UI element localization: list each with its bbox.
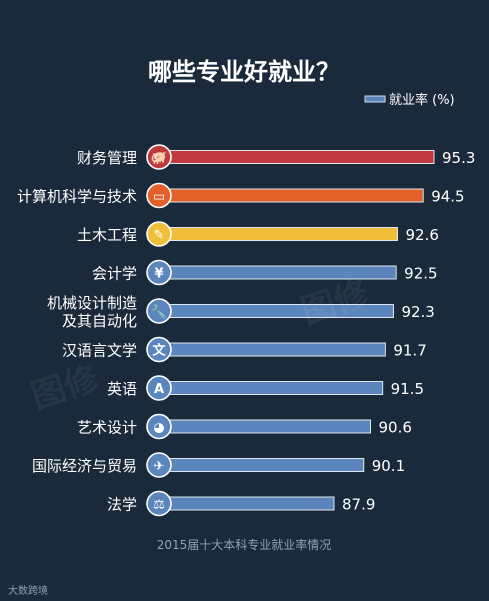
data-label: 91.7 (393, 342, 426, 360)
category-label: 英语 (107, 380, 137, 398)
data-label: 94.5 (431, 188, 464, 206)
bar (161, 188, 424, 203)
scale-icon (146, 490, 172, 517)
wrench-icon-glyph: 🔧 (151, 303, 167, 320)
data-label: 90.6 (378, 419, 411, 437)
data-label: 91.5 (391, 380, 424, 398)
chart-caption: 2015届十大本科专业就业率情况 (157, 537, 332, 552)
data-label: 95.3 (442, 149, 475, 167)
bar (161, 227, 399, 241)
legend: 就业率 (%) (364, 92, 455, 108)
bar (161, 458, 365, 472)
monitor-icon (146, 182, 172, 209)
legend-swatch (364, 95, 386, 103)
piggy-bank-icon (146, 144, 172, 170)
chart-title: 哪些专业好就业？ (148, 58, 340, 86)
bar (161, 381, 384, 395)
palette-icon (146, 413, 172, 440)
category-label: 机械设计制造 (47, 294, 137, 312)
category-label: 会计学 (92, 265, 137, 283)
letter-a-icon (146, 375, 172, 401)
bars: 🐖 95.3 财务管理 ▭ 94.5 计算机科学与技术 ✎ 92.6 土木工程 ¥ 92.5 会计学 🔧… (17, 144, 475, 517)
footer-logo: 大数跨境 (8, 586, 48, 597)
airplane-icon-glyph: ✈ (154, 459, 165, 474)
category-label: 国际经济与贸易 (32, 457, 137, 475)
palette-icon-glyph: ◕ (153, 421, 164, 436)
airplane-icon (146, 452, 172, 478)
letter-a-icon-glyph: A (154, 382, 164, 397)
scale-icon-glyph: ⚖ (153, 498, 165, 513)
wen-character-icon-glyph: 文 (152, 343, 166, 359)
bar (161, 496, 335, 511)
category-label: 汉语言文学 (62, 342, 137, 360)
bar (161, 419, 371, 434)
bar (161, 150, 435, 164)
yen-icon-glyph: ¥ (154, 267, 163, 282)
data-label: 92.5 (404, 265, 437, 283)
category-label: 艺术设计 (77, 419, 137, 437)
yen-icon (146, 259, 172, 286)
brush-icon-glyph: ✎ (154, 228, 165, 243)
monitor-icon-glyph: ▭ (153, 190, 165, 205)
category-label: 土木工程 (77, 226, 137, 244)
category-label: 法学 (107, 496, 137, 514)
brush-icon (146, 221, 172, 247)
wrench-icon (146, 298, 172, 324)
data-label: 92.6 (406, 226, 439, 244)
category-label: 计算机科学与技术 (17, 188, 137, 206)
data-label: 90.1 (372, 457, 405, 475)
data-label: 92.3 (401, 303, 434, 321)
category-label: 财务管理 (77, 149, 137, 167)
category-label: 及其自动化 (62, 312, 137, 330)
legend-label: 就业率 (%) (389, 92, 455, 108)
piggy-bank-icon-glyph: 🐖 (151, 151, 167, 166)
bar (161, 342, 386, 357)
wen-character-icon (146, 336, 172, 363)
data-label: 87.9 (342, 496, 375, 514)
